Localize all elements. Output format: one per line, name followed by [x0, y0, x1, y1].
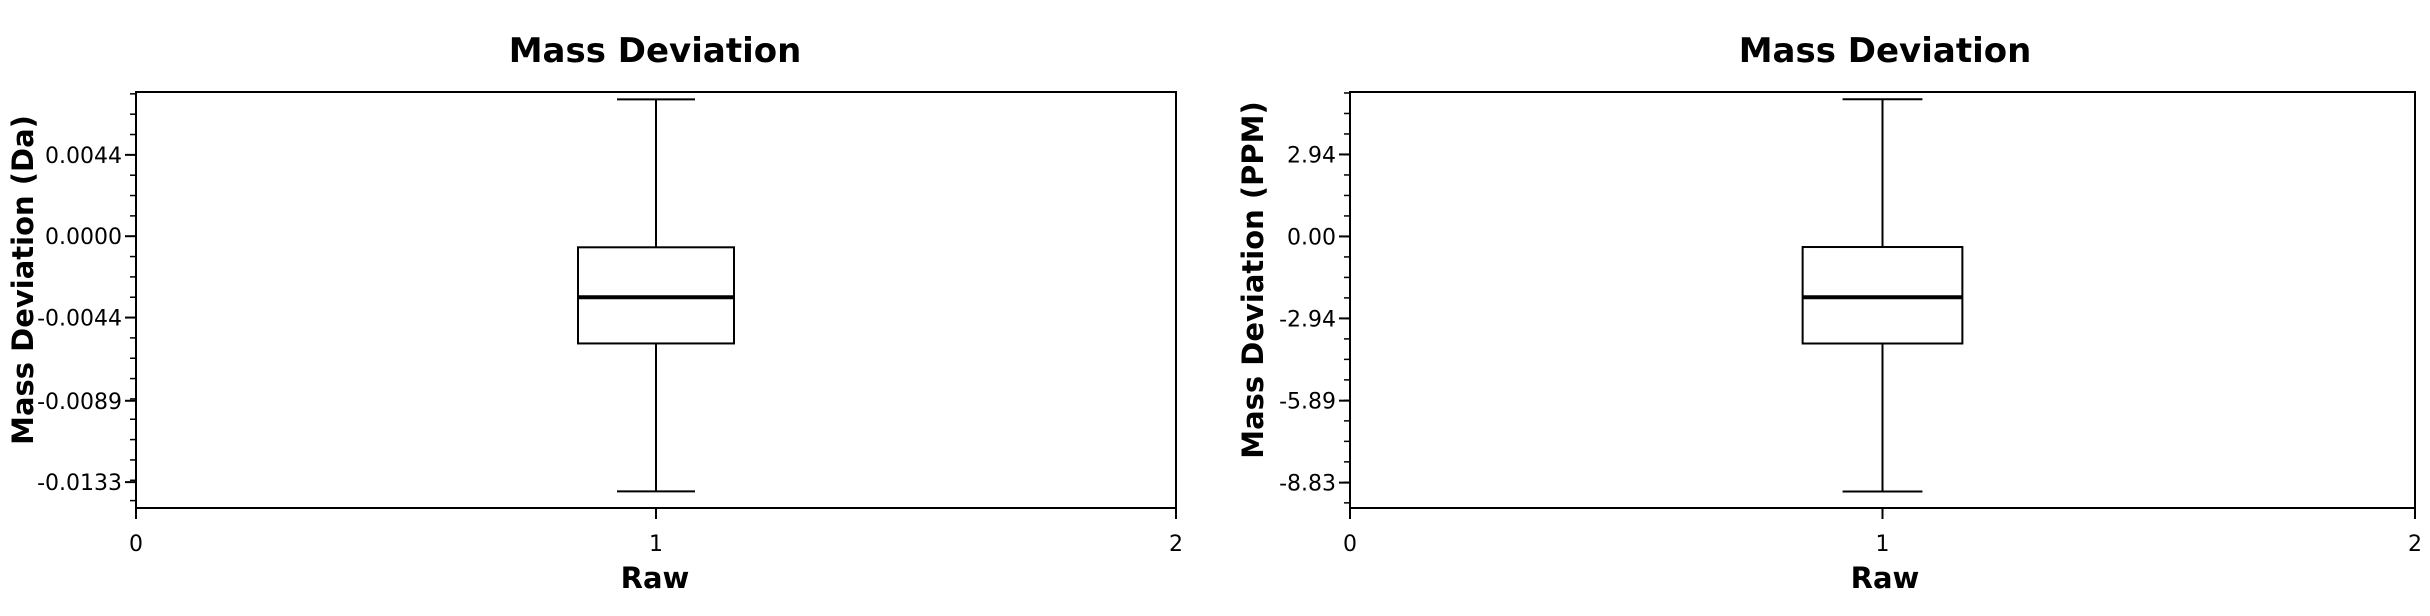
chart-title: Mass Deviation: [1739, 31, 2032, 71]
x-tick-label: 0: [1343, 532, 1357, 557]
y-tick-label: -8.83: [1279, 472, 1336, 497]
y-tick-label: 0.0044: [45, 144, 122, 169]
x-tick-label: 1: [649, 532, 663, 557]
x-tick-label: 2: [1169, 532, 1183, 557]
box-plot-ppm: Mass Deviation Mass Deviation (PPM) Raw …: [1236, 31, 2422, 595]
y-tick-label: -0.0133: [37, 471, 122, 496]
y-tick-label: 0.0000: [45, 225, 122, 250]
y-tick-label: 2.94: [1287, 143, 1336, 168]
x-tick-label: 0: [129, 532, 143, 557]
plot-area: 2.94 0.00 -2.94 -5.89 -8.83 0 1 2: [1279, 91, 2422, 557]
y-tick-label: -5.89: [1279, 390, 1336, 415]
chart-panel-da: Mass Deviation Mass Deviation (Da) Raw 0…: [6, 31, 1183, 595]
y-tick-label: -0.0089: [37, 390, 122, 415]
y-axis-label: Mass Deviation (Da): [6, 115, 40, 445]
y-axis-label: Mass Deviation (PPM): [1236, 101, 1270, 459]
x-tick-label: 1: [1876, 532, 1890, 557]
chart-title: Mass Deviation: [509, 31, 802, 71]
y-tick-label: -2.94: [1279, 307, 1336, 332]
y-tick-label: -0.0044: [37, 307, 122, 332]
chart-panel-ppm: Mass Deviation Mass Deviation (PPM) Raw …: [1215, 0, 2430, 616]
y-tick-label: 0.00: [1287, 225, 1336, 250]
x-axis-label: Raw: [621, 561, 690, 595]
x-axis-label: Raw: [1851, 561, 1920, 595]
x-tick-label: 2: [2408, 532, 2422, 557]
plot-area: 0.0044 0.0000 -0.0044 -0.0089 -0.0133 0 1 2: [37, 91, 1183, 557]
box-plot-da: Mass Deviation Mass Deviation (Da) Raw 0…: [6, 31, 1183, 595]
